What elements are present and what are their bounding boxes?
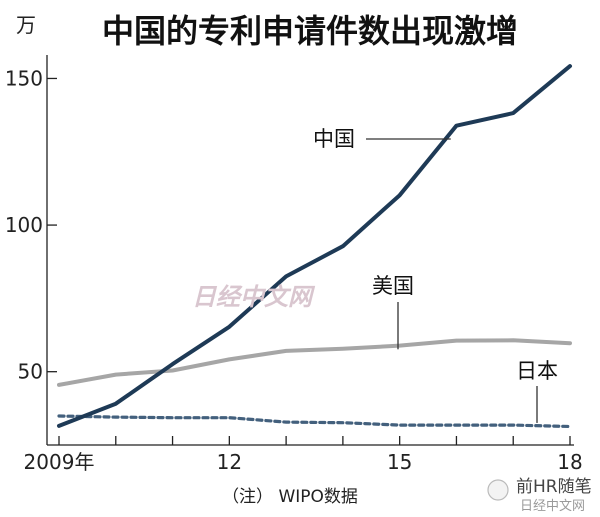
y-tick-label: 100	[5, 213, 43, 237]
corner-watermark: 前HR随笔 日经中文网	[487, 477, 592, 514]
series-line-中国	[57, 64, 572, 428]
y-unit-label: 万	[16, 13, 36, 37]
x-tick-label: 18	[557, 450, 582, 474]
watermark-center: 日经中文网	[192, 283, 316, 311]
weibo-logo-icon	[487, 479, 509, 501]
x-tick-label: 15	[387, 450, 412, 474]
source-note: （注） WIPO数据	[222, 487, 358, 507]
x-tick-label: 12	[217, 450, 242, 474]
series-label-美国: 美国	[372, 274, 414, 298]
series-layer	[57, 64, 572, 429]
series-label-日本: 日本	[516, 359, 558, 383]
y-tick-label: 50	[18, 360, 43, 384]
x-tick-label: 2009年	[24, 450, 95, 474]
series-label-中国: 中国	[313, 127, 355, 151]
chart-title: 中国的专利申请件数出现激增	[102, 12, 518, 50]
series-line-美国	[57, 338, 572, 387]
axes: 50 100 150 2009年 12 15 18	[5, 55, 583, 474]
corner-watermark-line1: 前HR随笔	[516, 477, 592, 497]
y-tick-label: 150	[5, 66, 43, 90]
corner-watermark-line2: 日经中文网	[520, 499, 585, 514]
series-line-日本	[57, 414, 572, 429]
